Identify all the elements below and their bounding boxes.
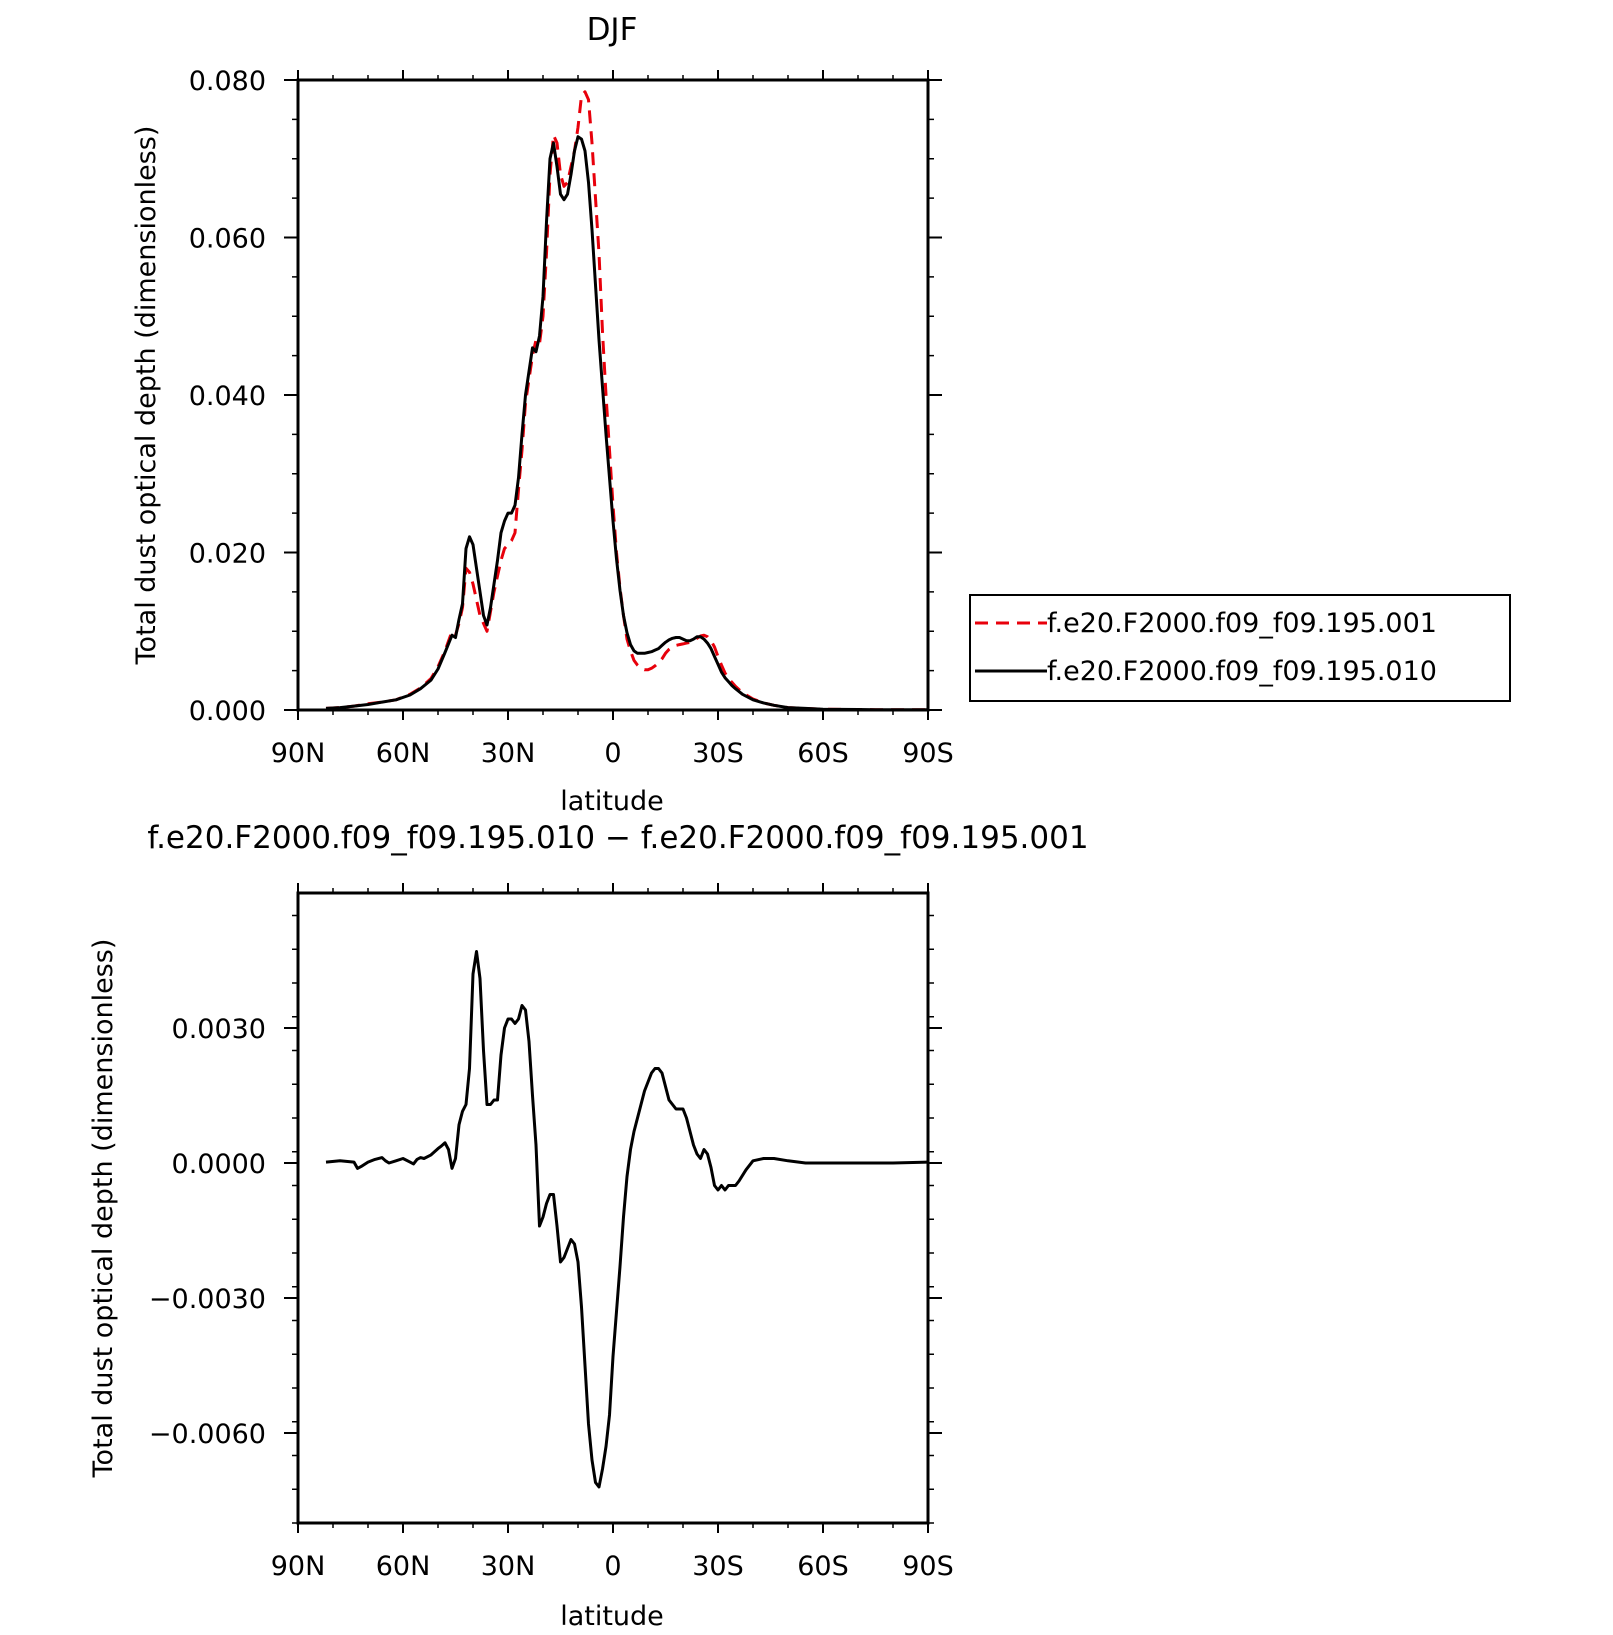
bottom-panel-x-tick-label: 90N (271, 1551, 326, 1582)
bottom-panel-x-tick-label: 60N (376, 1551, 431, 1582)
bottom-panel-x-tick-label: 90S (902, 1551, 954, 1582)
bottom-panel-x-tick-label: 60S (797, 1551, 849, 1582)
legend-entry-1-label: f.e20.F2000.f09_f09.195.001 (1047, 608, 1437, 639)
top-panel-series (325, 90, 928, 712)
top-panel: DJF 90N 60N 30N 0 30S 60S 90S 0.000 0.020 0.040 0.… (131, 12, 1511, 817)
top-panel-x-tick-label: 60N (376, 738, 431, 769)
bottom-panel: f.e20.F2000.f09_f09.195.010 − f.e20.F200… (88, 820, 1089, 1632)
top-panel-x-tick-label: 0 (604, 738, 621, 769)
bottom-panel-y-tick-label: 0.0000 (172, 1149, 266, 1180)
top-panel-x-tick-label: 90N (271, 738, 326, 769)
top-panel-y-axis-label: Total dust optical depth (dimensionless) (131, 126, 162, 666)
top-panel-x-tick-label: 60S (797, 738, 849, 769)
top-panel-frame (296, 78, 930, 712)
top-panel-x-tick-label: 30S (692, 738, 744, 769)
top-panel-y-tick-label: 0.060 (189, 224, 266, 255)
top-panel-y-tick-label: 0.080 (189, 66, 266, 97)
bottom-panel-series (325, 950, 929, 1489)
top-panel-x-axis-label: latitude (560, 786, 664, 817)
top-panel-y-tick-label: 0.040 (189, 381, 266, 412)
legend-entry-2-label: f.e20.F2000.f09_f09.195.010 (1047, 656, 1437, 687)
bottom-panel-ticks: 90N 60N 30N 0 30S 60S 90S 0.0030 0.0000 −0.0030 −0… (149, 883, 954, 1582)
top-panel-y-tick-label: 0.020 (189, 539, 266, 570)
bottom-panel-y-tick-label: 0.0030 (172, 1014, 266, 1045)
top-panel-x-tick-label: 90S (902, 738, 954, 769)
top-panel-y-tick-label: 0.000 (189, 696, 266, 727)
bottom-panel-y-tick-label: −0.0030 (149, 1284, 266, 1315)
bottom-panel-x-axis-label: latitude (560, 1601, 664, 1632)
top-panel-ticks: 90N 60N 30N 0 30S 60S 90S 0.000 0.020 0.040 0.060 0… (189, 66, 954, 769)
legend: f.e20.F2000.f09_f09.195.001 f.e20.F2000.… (969, 594, 1511, 702)
bottom-panel-x-tick-label: 30S (692, 1551, 744, 1582)
legend-box (969, 594, 1511, 702)
bottom-panel-series-line-1 (325, 950, 929, 1489)
bottom-panel-x-tick-label: 0 (604, 1551, 621, 1582)
top-panel-series-line-2 (325, 135, 928, 712)
bottom-panel-title: f.e20.F2000.f09_f09.195.010 − f.e20.F200… (147, 820, 1088, 856)
top-panel-title: DJF (587, 12, 638, 48)
bottom-panel-x-tick-label: 30N (481, 1551, 536, 1582)
bottom-panel-y-axis-label: Total dust optical depth (dimensionless) (88, 939, 119, 1479)
top-panel-x-tick-label: 30N (481, 738, 536, 769)
bottom-panel-frame (296, 891, 930, 1525)
bottom-panel-y-tick-label: −0.0060 (149, 1419, 266, 1450)
top-panel-series-line-1 (325, 90, 928, 712)
